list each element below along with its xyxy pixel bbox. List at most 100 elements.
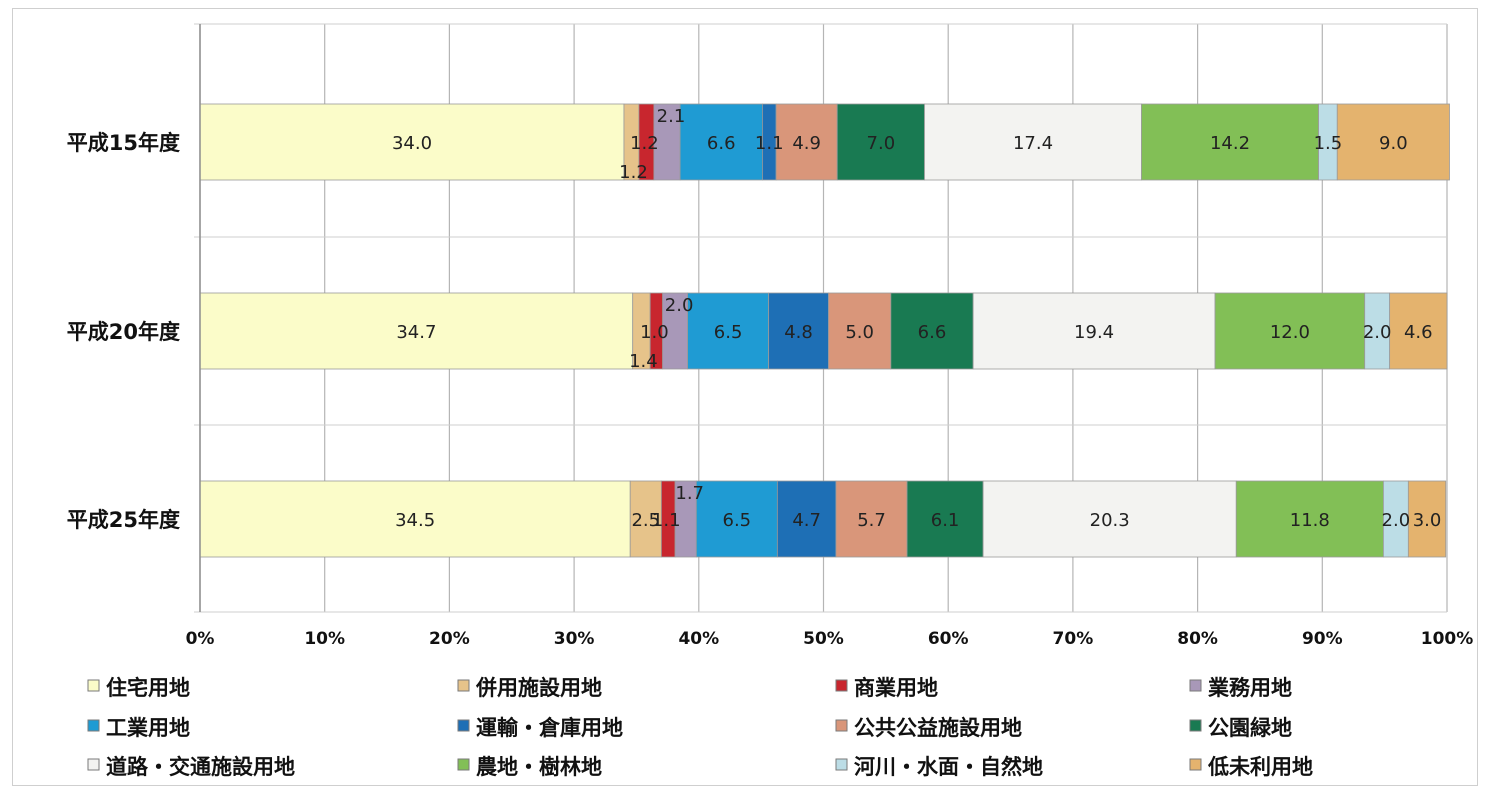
- x-tick-label: 0%: [186, 629, 215, 649]
- legend-swatch: [1189, 679, 1202, 692]
- category-label: 平成15年度: [67, 131, 180, 155]
- category-label: 平成20年度: [67, 320, 180, 344]
- bar-segment: [836, 103, 925, 181]
- bar-segment: [1364, 292, 1391, 370]
- data-label: 2.0: [665, 295, 694, 316]
- data-label: 1.1: [652, 510, 681, 531]
- bar-segment: [687, 292, 770, 370]
- data-label: 14.2: [1210, 133, 1250, 154]
- data-label: 4.6: [1404, 322, 1433, 343]
- legend-label: 河川・水面・自然地: [854, 755, 1043, 779]
- data-label: 1.4: [629, 351, 658, 372]
- data-label: 1.5: [1314, 133, 1343, 154]
- data-label: 2.1: [657, 106, 686, 127]
- legend-label: 公園緑地: [1208, 716, 1292, 740]
- bar-segment: [679, 103, 763, 181]
- chart-frame: [12, 8, 1478, 786]
- bar-segment: [890, 292, 974, 370]
- data-label: 11.8: [1290, 510, 1330, 531]
- data-label: 6.5: [714, 322, 743, 343]
- data-label: 12.0: [1270, 322, 1310, 343]
- data-label: 4.7: [792, 510, 821, 531]
- legend-swatch: [835, 758, 848, 771]
- category-label: 平成25年度: [67, 508, 180, 532]
- data-label: 19.4: [1074, 322, 1114, 343]
- bar-segment: [695, 480, 778, 558]
- legend-swatch: [1189, 758, 1202, 771]
- x-tick-label: 100%: [1421, 629, 1474, 649]
- legend-swatch: [457, 719, 470, 732]
- legend-swatch: [87, 758, 100, 771]
- x-tick-label: 10%: [304, 629, 345, 649]
- data-label: 1.0: [640, 322, 669, 343]
- legend-swatch: [1189, 719, 1202, 732]
- data-label: 1.2: [619, 162, 648, 183]
- legend-swatch: [457, 758, 470, 771]
- data-label: 6.6: [707, 133, 736, 154]
- legend-label: 業務用地: [1208, 676, 1292, 700]
- data-label: 17.4: [1013, 133, 1053, 154]
- x-tick-label: 60%: [928, 629, 969, 649]
- legend-label: 低未利用地: [1207, 755, 1313, 779]
- legend-swatch: [835, 719, 848, 732]
- data-label: 34.7: [396, 322, 436, 343]
- data-label: 20.3: [1090, 510, 1130, 531]
- bar-segment: [629, 480, 662, 558]
- bar-segment: [1141, 103, 1319, 181]
- data-label: 1.1: [755, 133, 784, 154]
- legend-swatch: [87, 679, 100, 692]
- bar-segment: [199, 292, 634, 370]
- data-label: 5.0: [845, 322, 874, 343]
- bar-segment: [1389, 292, 1448, 370]
- bar-segment: [1235, 480, 1384, 558]
- data-label: 34.5: [395, 510, 435, 531]
- x-tick-label: 20%: [429, 629, 470, 649]
- data-label: 2.0: [1363, 322, 1392, 343]
- data-label: 1.2: [630, 133, 659, 154]
- data-labels: 34.0 1.2 1.2 2.1 6.6 1.1 4.9 7.0 17.4 14.2 1.5 9.0 3…: [392, 106, 1441, 531]
- data-label: 4.9: [792, 133, 821, 154]
- legend-label: 運輸・倉庫用地: [476, 716, 623, 740]
- data-label: 6.6: [918, 322, 947, 343]
- bar-segment: [776, 480, 837, 558]
- bar-segment: [199, 103, 625, 181]
- axes: 0% 10% 20% 30% 40% 50% 60% 70% 80% 90% 100% 平成15年度平…: [67, 24, 1474, 649]
- x-tick-label: 40%: [678, 629, 719, 649]
- bar-segment: [1336, 103, 1450, 181]
- bar-segment: [768, 292, 829, 370]
- bar-segment: [835, 480, 908, 558]
- x-tick-label: 50%: [803, 629, 844, 649]
- data-label: 5.7: [857, 510, 886, 531]
- data-label: 2.0: [1382, 510, 1411, 531]
- data-label: 34.0: [392, 133, 432, 154]
- legend-label: 工業用地: [106, 716, 190, 740]
- bar-segment: [972, 292, 1216, 370]
- bars: [199, 103, 1450, 558]
- legend-label: 公共公益施設用地: [854, 716, 1022, 740]
- legend-label: 道路・交通施設用地: [106, 755, 295, 779]
- legend-label: 農地・樹林地: [476, 755, 602, 779]
- bar-segment: [828, 292, 892, 370]
- bar-segment: [1214, 292, 1366, 370]
- data-label: 2.5: [631, 510, 660, 531]
- data-label: 7.0: [867, 133, 896, 154]
- x-tick-label: 70%: [1053, 629, 1094, 649]
- bar-segment: [199, 480, 631, 558]
- x-tick-label: 90%: [1302, 629, 1343, 649]
- legend-swatch: [87, 719, 100, 732]
- legend-swatch: [835, 679, 848, 692]
- legend-label: 併用施設用地: [475, 676, 602, 700]
- bar-segment: [1407, 480, 1447, 558]
- x-tick-label: 30%: [554, 629, 595, 649]
- legend-label: 商業用地: [854, 676, 938, 700]
- data-label: 6.1: [931, 510, 960, 531]
- legend-label: 住宅用地: [106, 676, 190, 700]
- legend-swatch: [457, 679, 470, 692]
- data-label: 1.7: [675, 483, 704, 504]
- data-label: 3.0: [1413, 510, 1442, 531]
- x-tick-label: 80%: [1177, 629, 1218, 649]
- data-label: 4.8: [784, 322, 813, 343]
- data-label: 9.0: [1379, 133, 1408, 154]
